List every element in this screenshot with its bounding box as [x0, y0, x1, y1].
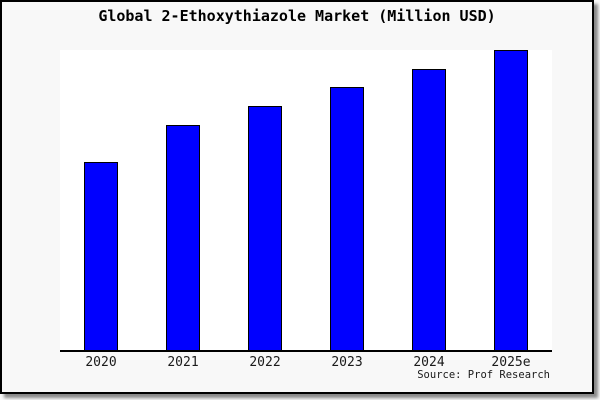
plot-area [60, 50, 552, 352]
bar-2023 [330, 87, 364, 350]
chart-frame: Global 2-Ethoxythiazole Market (Million … [0, 0, 594, 394]
x-tick-label-2021: 2021 [167, 355, 199, 370]
chart-title: Global 2-Ethoxythiazole Market (Million … [98, 7, 496, 25]
bar-2025e [494, 50, 528, 350]
x-tick-label-2022: 2022 [249, 355, 281, 370]
x-axis-tick-labels: 2020 2021 2022 2023 2024 2025e [60, 355, 552, 371]
bar-2020 [84, 162, 118, 350]
x-tick-label-2020: 2020 [85, 355, 117, 370]
bar-2022 [248, 106, 282, 350]
x-tick-label-2023: 2023 [331, 355, 363, 370]
x-tick-label-2024: 2024 [413, 355, 445, 370]
x-tick-label-2025e: 2025e [491, 355, 531, 370]
bar-2021 [166, 125, 200, 350]
bar-2024 [412, 69, 446, 350]
source-credit: Source: Prof Research [417, 369, 550, 381]
